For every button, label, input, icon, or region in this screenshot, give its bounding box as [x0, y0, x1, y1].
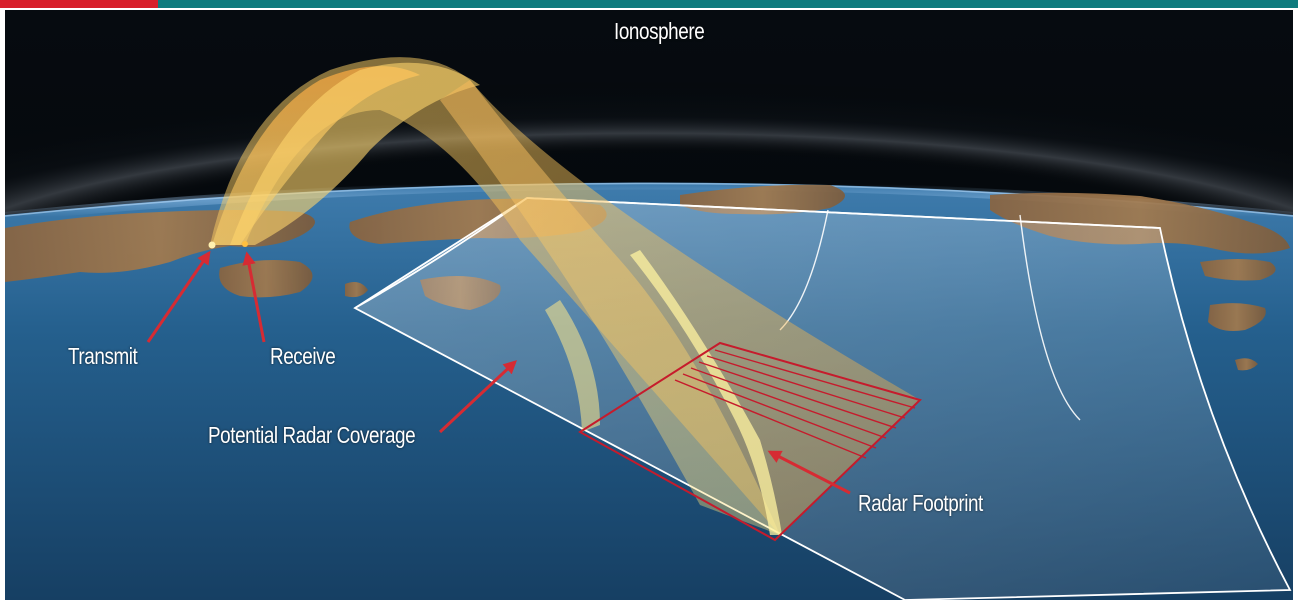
radar-footprint-label: Radar Footprint [858, 490, 983, 516]
header-bar-teal [158, 0, 1298, 8]
transmit-site [208, 241, 216, 249]
coverage-arrow [438, 360, 517, 434]
receive-label: Receive [270, 343, 336, 369]
radar-beams [210, 57, 920, 536]
receive-arrow [242, 251, 266, 343]
receive-site [242, 241, 248, 247]
right-edge-fade [1220, 10, 1298, 603]
footprint-arrow [767, 450, 851, 495]
pointer-arrows [146, 250, 851, 495]
potential-coverage-label: Potential Radar Coverage [208, 422, 416, 448]
ionosphere-label: Ionosphere [614, 18, 705, 44]
header-bar-red [0, 0, 158, 8]
radar-footprint [578, 341, 922, 542]
transmit-arrow [146, 250, 211, 343]
transmit-label: Transmit [68, 343, 138, 369]
